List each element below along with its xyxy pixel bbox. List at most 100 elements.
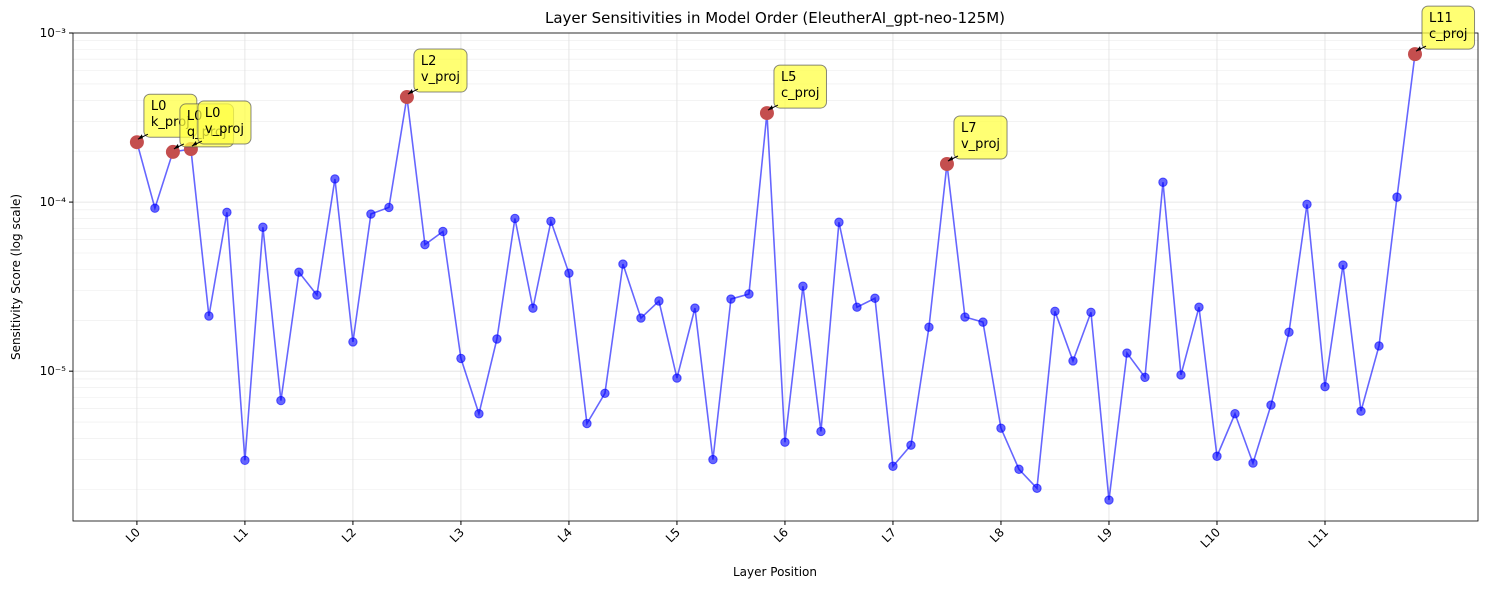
- data-point: [312, 290, 322, 300]
- data-point: [348, 337, 358, 347]
- data-point: [1374, 341, 1384, 351]
- plot-frame: [72, 32, 1479, 522]
- data-point: [1032, 483, 1042, 493]
- annotation-box: [773, 64, 827, 109]
- annotation-arrowhead: [173, 143, 179, 149]
- data-point: [744, 289, 754, 299]
- data-point: [564, 268, 574, 278]
- data-point: [546, 216, 556, 226]
- chart-title: Layer Sensitivities in Model Order (Eleu…: [545, 9, 1005, 28]
- data-point: [600, 388, 610, 398]
- annotation: L2v_proj: [407, 48, 468, 95]
- annotation-text: v_proj: [961, 137, 1000, 152]
- data-point: [204, 311, 214, 321]
- data-point: [474, 409, 484, 419]
- annotation-arrowhead: [137, 134, 143, 140]
- data-point: [1122, 348, 1132, 358]
- annotation-text: c_proj: [1429, 27, 1468, 42]
- data-point: [708, 454, 718, 465]
- annotation-text: v_proj: [421, 70, 460, 85]
- annotation: L5c_proj: [767, 64, 827, 111]
- annotation-text: L2: [421, 54, 437, 69]
- y-tick-label: 10⁻⁴: [40, 195, 67, 209]
- data-point: [1086, 307, 1096, 317]
- data-point: [528, 303, 538, 313]
- annotation-arrowhead: [407, 89, 413, 95]
- data-point: [1284, 327, 1294, 337]
- data-point: [852, 302, 862, 312]
- data-point: [420, 239, 430, 250]
- data-point: [1140, 372, 1150, 383]
- data-point: [1302, 199, 1312, 210]
- series-line: [136, 54, 1416, 501]
- data-point: [636, 313, 646, 323]
- data-point: [330, 174, 340, 184]
- data-point: [1014, 464, 1024, 474]
- data-point: [1068, 356, 1078, 366]
- annotation-text: L0: [205, 106, 221, 121]
- data-point: [1392, 192, 1402, 202]
- data-point: [582, 418, 592, 429]
- data-point: [1320, 381, 1330, 392]
- data-point: [978, 317, 988, 327]
- data-point: [384, 202, 394, 213]
- y-tick-label: 10⁻³: [40, 26, 67, 40]
- data-point: [1212, 451, 1222, 461]
- annotation-box: [953, 115, 1008, 160]
- data-point: [888, 461, 898, 471]
- data-point: [1356, 406, 1366, 416]
- data-point: [906, 440, 916, 450]
- data-point: [1266, 400, 1276, 410]
- data-point: [996, 423, 1006, 433]
- data-point: [960, 312, 970, 322]
- data-point: [456, 353, 466, 364]
- data-point: [438, 226, 448, 237]
- data-point: [1248, 458, 1258, 468]
- data-point: [510, 213, 520, 224]
- annotation-arrowhead: [947, 155, 953, 161]
- annotation-arrowhead: [767, 105, 773, 111]
- data-point: [1230, 409, 1240, 419]
- annotation-text: L7: [961, 121, 977, 136]
- data-point: [798, 281, 808, 291]
- annotation-text: L0: [151, 99, 167, 114]
- data-point: [222, 207, 232, 218]
- data-point: [726, 294, 736, 304]
- data-point: [780, 437, 790, 447]
- data-point: [924, 322, 934, 332]
- data-point: [816, 426, 826, 437]
- annotation: L7v_proj: [947, 115, 1008, 162]
- data-point: [1050, 306, 1060, 317]
- data-point: [366, 209, 376, 219]
- data-point: [258, 222, 268, 232]
- annotation-text: c_proj: [781, 86, 820, 101]
- data-point: [618, 259, 628, 269]
- data-point: [294, 267, 304, 277]
- data-point: [1104, 495, 1114, 505]
- data-point: [1338, 260, 1348, 270]
- data-point: [1194, 302, 1204, 312]
- data-point: [240, 455, 250, 466]
- x-axis-label: Layer Position: [733, 565, 817, 579]
- data-point: [492, 334, 502, 344]
- annotation-box: [413, 48, 468, 93]
- y-axis-label: Sensitivity Score (log scale): [9, 194, 23, 360]
- data-point: [834, 217, 844, 227]
- data-point: [654, 296, 664, 306]
- annotation-box: [1421, 5, 1476, 50]
- data-point: [690, 303, 700, 313]
- annotation-text: v_proj: [205, 122, 244, 137]
- annotation-text: L11: [1429, 11, 1453, 26]
- data-point: [150, 203, 160, 213]
- annotation: L0v_proj: [191, 100, 252, 147]
- annotation-text: L5: [781, 70, 797, 85]
- y-tick-label: 10⁻⁵: [40, 364, 67, 378]
- data-point: [870, 293, 880, 303]
- data-point: [1176, 370, 1186, 380]
- data-point: [1158, 177, 1168, 187]
- data-point: [672, 373, 682, 383]
- data-point: [276, 395, 286, 406]
